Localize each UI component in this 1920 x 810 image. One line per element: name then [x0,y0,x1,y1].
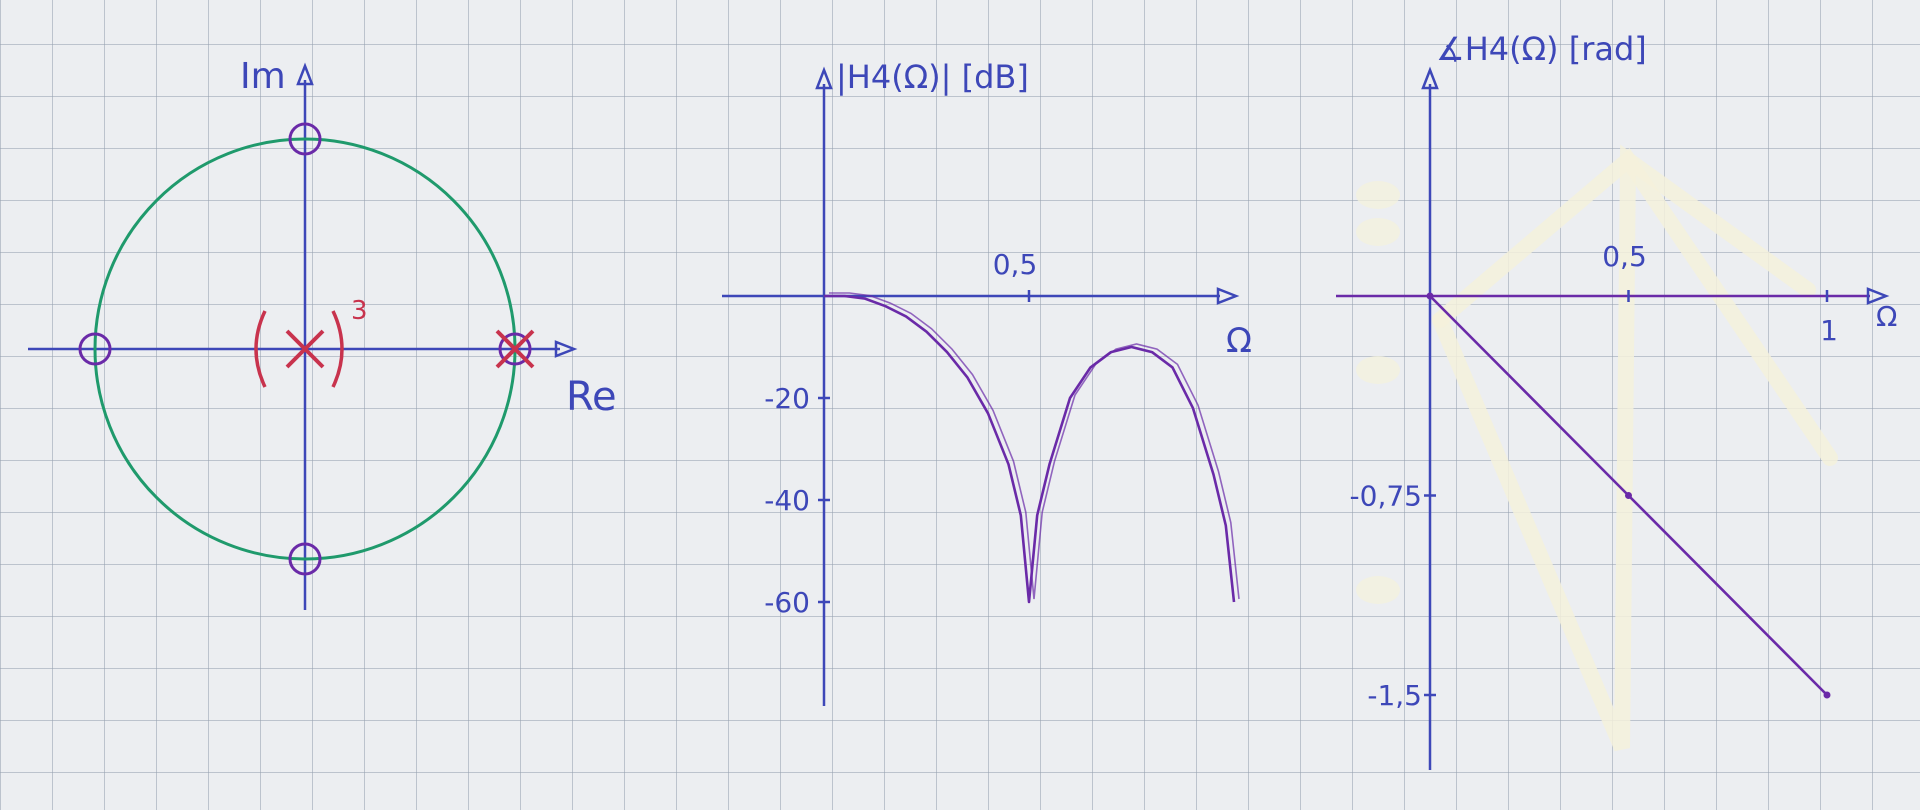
pole-stroke-b [495,329,535,369]
real-axis-label: Re [566,374,617,420]
phase-y-axis-arrow [1421,66,1439,90]
mag-series-line-retrace [829,292,1240,600]
imag-axis-label: Im [240,56,286,97]
phase-point-2 [1823,691,1831,699]
phase-x-tick-label-0: 0,5 [1602,240,1647,273]
pole-multiplicity-label: 3 [351,296,368,326]
pole-paren-left [254,310,267,388]
phase-x-axis-label: Ω [1876,300,1897,333]
phase-x-tick-label-1: 1 [1820,314,1838,347]
zero-marker-0 [498,332,532,366]
mag-y-tick-label-2: -60 [764,586,810,619]
whiteout-blob-0 [1356,181,1400,209]
pole-marker-0 [285,329,325,369]
mag-y-tick-label-1: -40 [764,484,810,517]
mag-series-line [824,294,1236,604]
mag-y-axis-label: |H4(Ω)| [dB] [836,58,1029,96]
mag-x-tick-label-0: 0,5 [993,248,1038,281]
pole-stroke-b [285,329,325,369]
phase-point-1 [1625,492,1632,499]
zero-marker-1 [288,122,322,156]
pole-marker-1 [495,329,535,369]
real-axis-arrow [554,340,578,358]
whiteout-blob-3 [1356,576,1400,604]
whiteout-blob-2 [1356,356,1400,384]
mag-x-axis-label: Ω [1226,321,1252,361]
zero-marker-3 [288,542,322,576]
mag-y-axis-arrow [815,66,833,90]
whiteout-blob-1 [1356,218,1400,246]
phase-y-tick-label-1: -1,5 [1367,679,1422,712]
zero-marker-2 [78,332,112,366]
imag-axis-arrow [296,62,314,86]
phase-point-0 [1426,292,1434,300]
mag-y-tick-label-0: -20 [764,382,810,415]
phase-x-axis-arrow [1866,287,1890,305]
phase-y-tick-label-0: -0,75 [1350,480,1422,513]
mag-x-axis-arrow [1216,287,1240,305]
phase-y-axis-label: ∡H4(Ω) [rad] [1436,30,1647,68]
whiteout-stroke-1 [1432,148,1838,466]
pole-paren-right [331,310,344,388]
whiteout-stroke-0 [1432,144,1816,752]
